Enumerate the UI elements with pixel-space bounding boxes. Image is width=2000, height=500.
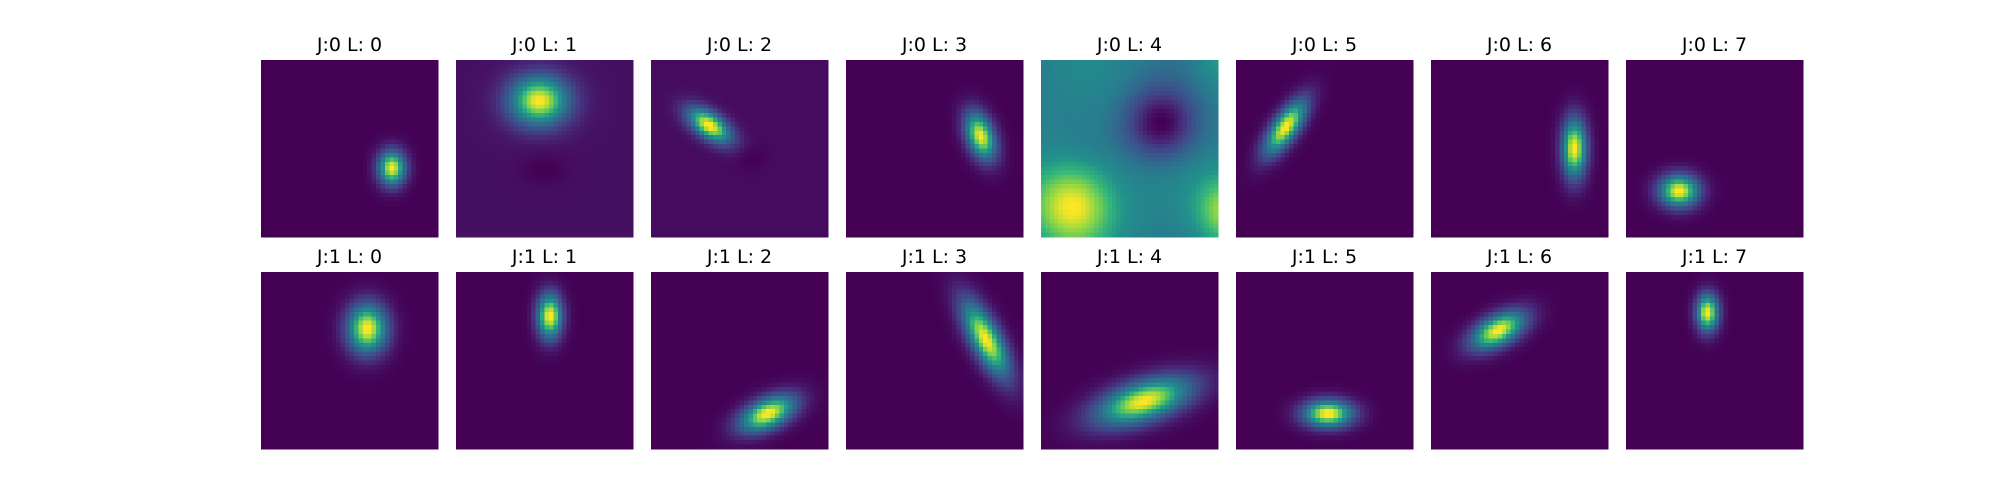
filter-panel: J:0 L: 5	[1236, 34, 1414, 238]
heatmap-image	[1431, 60, 1609, 238]
panel-title: J:0 L: 0	[316, 34, 382, 56]
panel-title: J:0 L: 3	[901, 34, 967, 56]
heatmap-image	[456, 272, 634, 450]
panel-title: J:1 L: 1	[511, 246, 577, 268]
filter-panel: J:0 L: 2	[651, 34, 829, 238]
filter-panel: J:1 L: 0	[261, 246, 439, 450]
heatmap-image	[1236, 272, 1414, 450]
filter-panel: J:1 L: 2	[651, 246, 829, 450]
panel-title: J:1 L: 5	[1291, 246, 1357, 268]
filter-panel: J:1 L: 5	[1236, 246, 1414, 450]
panel-title: J:0 L: 7	[1681, 34, 1747, 56]
heatmap-image	[846, 60, 1024, 238]
heatmap-image	[1041, 60, 1219, 238]
filter-panel: J:1 L: 7	[1626, 246, 1804, 450]
heatmap-image	[1626, 272, 1804, 450]
panel-title: J:0 L: 5	[1291, 34, 1357, 56]
filter-panel: J:1 L: 6	[1431, 246, 1609, 450]
panel-title: J:1 L: 2	[706, 246, 772, 268]
filter-panel: J:1 L: 4	[1041, 246, 1219, 450]
heatmap-image	[846, 272, 1024, 450]
filter-panel: J:0 L: 3	[846, 34, 1024, 238]
filter-panel: J:1 L: 3	[846, 246, 1024, 450]
heatmap-image	[1041, 272, 1219, 450]
heatmap-image	[1236, 60, 1414, 238]
heatmap-image	[651, 272, 829, 450]
panel-title: J:1 L: 4	[1096, 246, 1162, 268]
heatmap-image	[261, 60, 439, 238]
panel-title: J:1 L: 0	[316, 246, 382, 268]
panel-title: J:1 L: 3	[901, 246, 967, 268]
filter-panel: J:0 L: 4	[1041, 34, 1219, 238]
panel-title: J:1 L: 7	[1681, 246, 1747, 268]
filter-panel: J:0 L: 1	[456, 34, 634, 238]
filter-panel: J:0 L: 7	[1626, 34, 1804, 238]
panel-title: J:0 L: 2	[706, 34, 772, 56]
heatmap-image	[261, 272, 439, 450]
heatmap-image	[651, 60, 829, 238]
panel-title: J:0 L: 6	[1486, 34, 1552, 56]
heatmap-image	[1626, 60, 1804, 238]
filter-panel: J:1 L: 1	[456, 246, 634, 450]
heatmap-image	[1431, 272, 1609, 450]
panel-title: J:0 L: 1	[511, 34, 577, 56]
filter-panel: J:0 L: 0	[261, 34, 439, 238]
panel-title: J:0 L: 4	[1096, 34, 1162, 56]
heatmap-image	[456, 60, 634, 238]
filter-panel: J:0 L: 6	[1431, 34, 1609, 238]
panel-title: J:1 L: 6	[1486, 246, 1552, 268]
